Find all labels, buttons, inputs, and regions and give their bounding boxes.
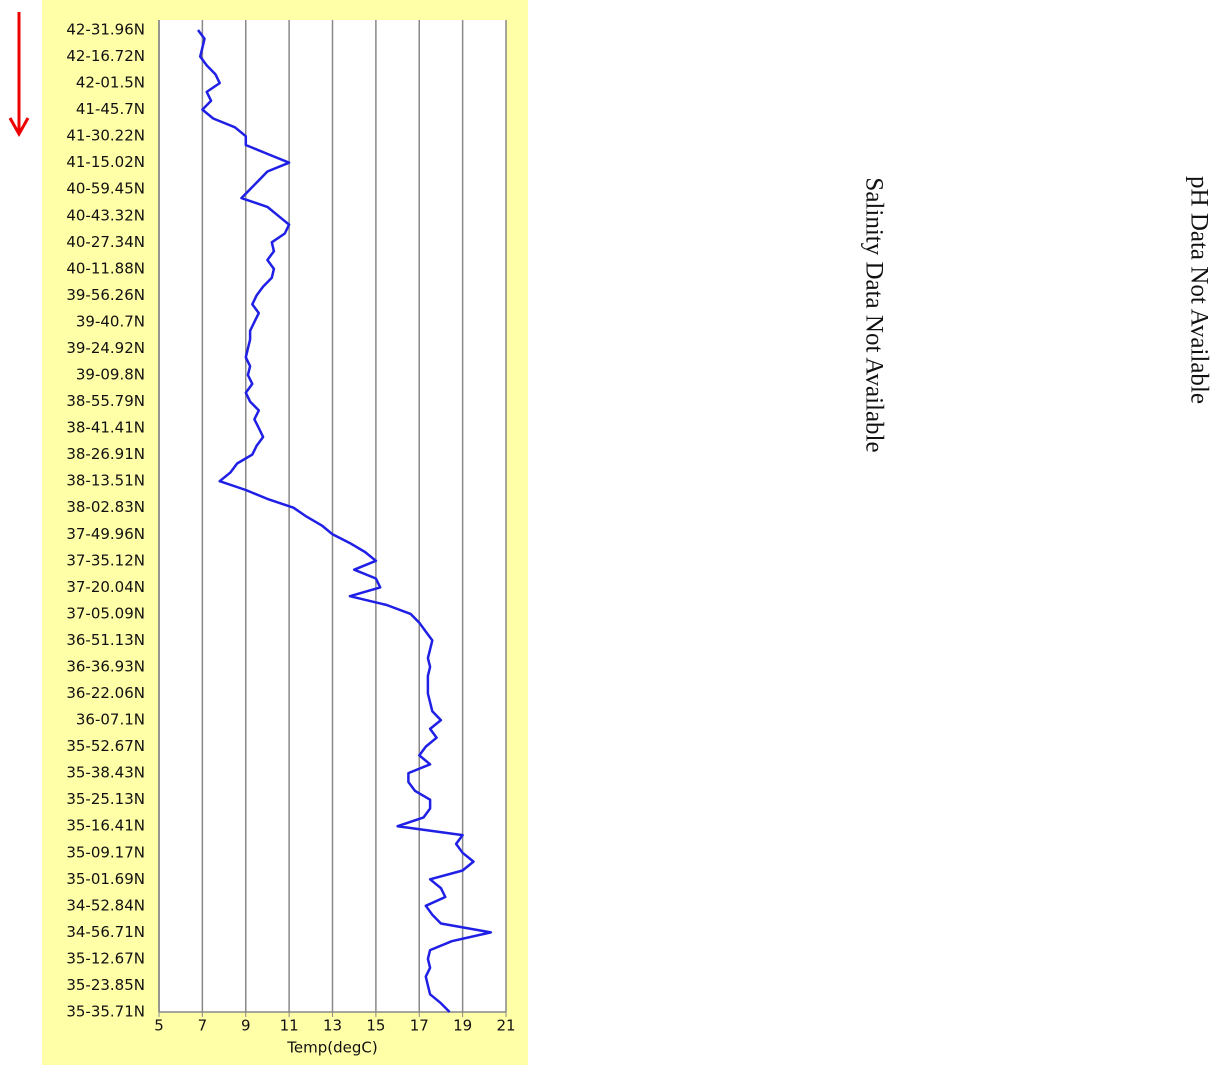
y-tick-label: 39-09.8N — [76, 366, 145, 384]
y-tick-label: 38-55.79N — [66, 392, 145, 410]
y-tick-label: 36-22.06N — [66, 684, 145, 702]
y-tick-label: 35-25.13N — [66, 790, 145, 808]
y-tick-label: 38-13.51N — [66, 472, 145, 490]
x-tick-label: 17 — [410, 1017, 429, 1035]
y-tick-label: 37-49.96N — [66, 525, 145, 543]
y-tick-label: 37-05.09N — [66, 604, 145, 622]
x-tick-label: 9 — [241, 1017, 251, 1035]
y-tick-label: 41-15.02N — [66, 153, 145, 171]
y-tick-label: 34-56.71N — [66, 923, 145, 941]
y-tick-label: 36-36.93N — [66, 657, 145, 675]
y-tick-label: 37-20.04N — [66, 578, 145, 596]
x-tick-label: 11 — [280, 1017, 299, 1035]
x-tick-label: 13 — [323, 1017, 342, 1035]
red-arrow — [8, 12, 30, 138]
y-tick-label: 40-43.32N — [66, 206, 145, 224]
x-axis-label: Temp(degC) — [286, 1039, 377, 1057]
y-tick-label: 35-09.17N — [66, 843, 145, 861]
x-tick-label: 15 — [366, 1017, 385, 1035]
x-tick-label: 5 — [154, 1017, 164, 1035]
y-tick-label: 35-38.43N — [66, 764, 145, 782]
x-tick-label: 7 — [198, 1017, 208, 1035]
y-tick-label: 41-45.7N — [76, 100, 145, 118]
y-tick-label: 41-30.22N — [66, 127, 145, 145]
x-tick-label: 21 — [496, 1017, 515, 1035]
y-tick-label: 36-51.13N — [66, 631, 145, 649]
y-tick-label: 40-59.45N — [66, 180, 145, 198]
x-tick-label: 19 — [453, 1017, 472, 1035]
temperature-line — [196, 29, 493, 1013]
y-tick-label: 40-27.34N — [66, 233, 145, 251]
salinity-message: Salinity Data Not Available — [860, 177, 887, 452]
y-tick-label: 37-35.12N — [66, 551, 145, 569]
y-tick-label: 42-01.5N — [76, 74, 145, 92]
y-tick-label: 35-01.69N — [66, 870, 145, 888]
y-tick-label: 36-07.1N — [76, 711, 145, 729]
y-tick-label: 40-11.88N — [66, 259, 145, 277]
y-tick-label: 42-16.72N — [66, 47, 145, 65]
y-tick-label: 35-35.71N — [66, 1003, 145, 1021]
ph-message: pH Data Not Available — [1185, 176, 1212, 404]
y-tick-label: 35-52.67N — [66, 737, 145, 755]
y-tick-label: 38-26.91N — [66, 445, 145, 463]
y-tick-label: 38-02.83N — [66, 498, 145, 516]
y-tick-label: 39-40.7N — [76, 312, 145, 330]
y-tick-label: 35-12.67N — [66, 949, 145, 967]
y-tick-label: 39-56.26N — [66, 286, 145, 304]
y-tick-label: 39-24.92N — [66, 339, 145, 357]
y-tick-label: 38-41.41N — [66, 419, 145, 437]
y-tick-label: 34-52.84N — [66, 896, 145, 914]
y-tick-label: 35-23.85N — [66, 976, 145, 994]
y-tick-label: 35-16.41N — [66, 817, 145, 835]
y-tick-label: 42-31.96N — [66, 21, 145, 39]
